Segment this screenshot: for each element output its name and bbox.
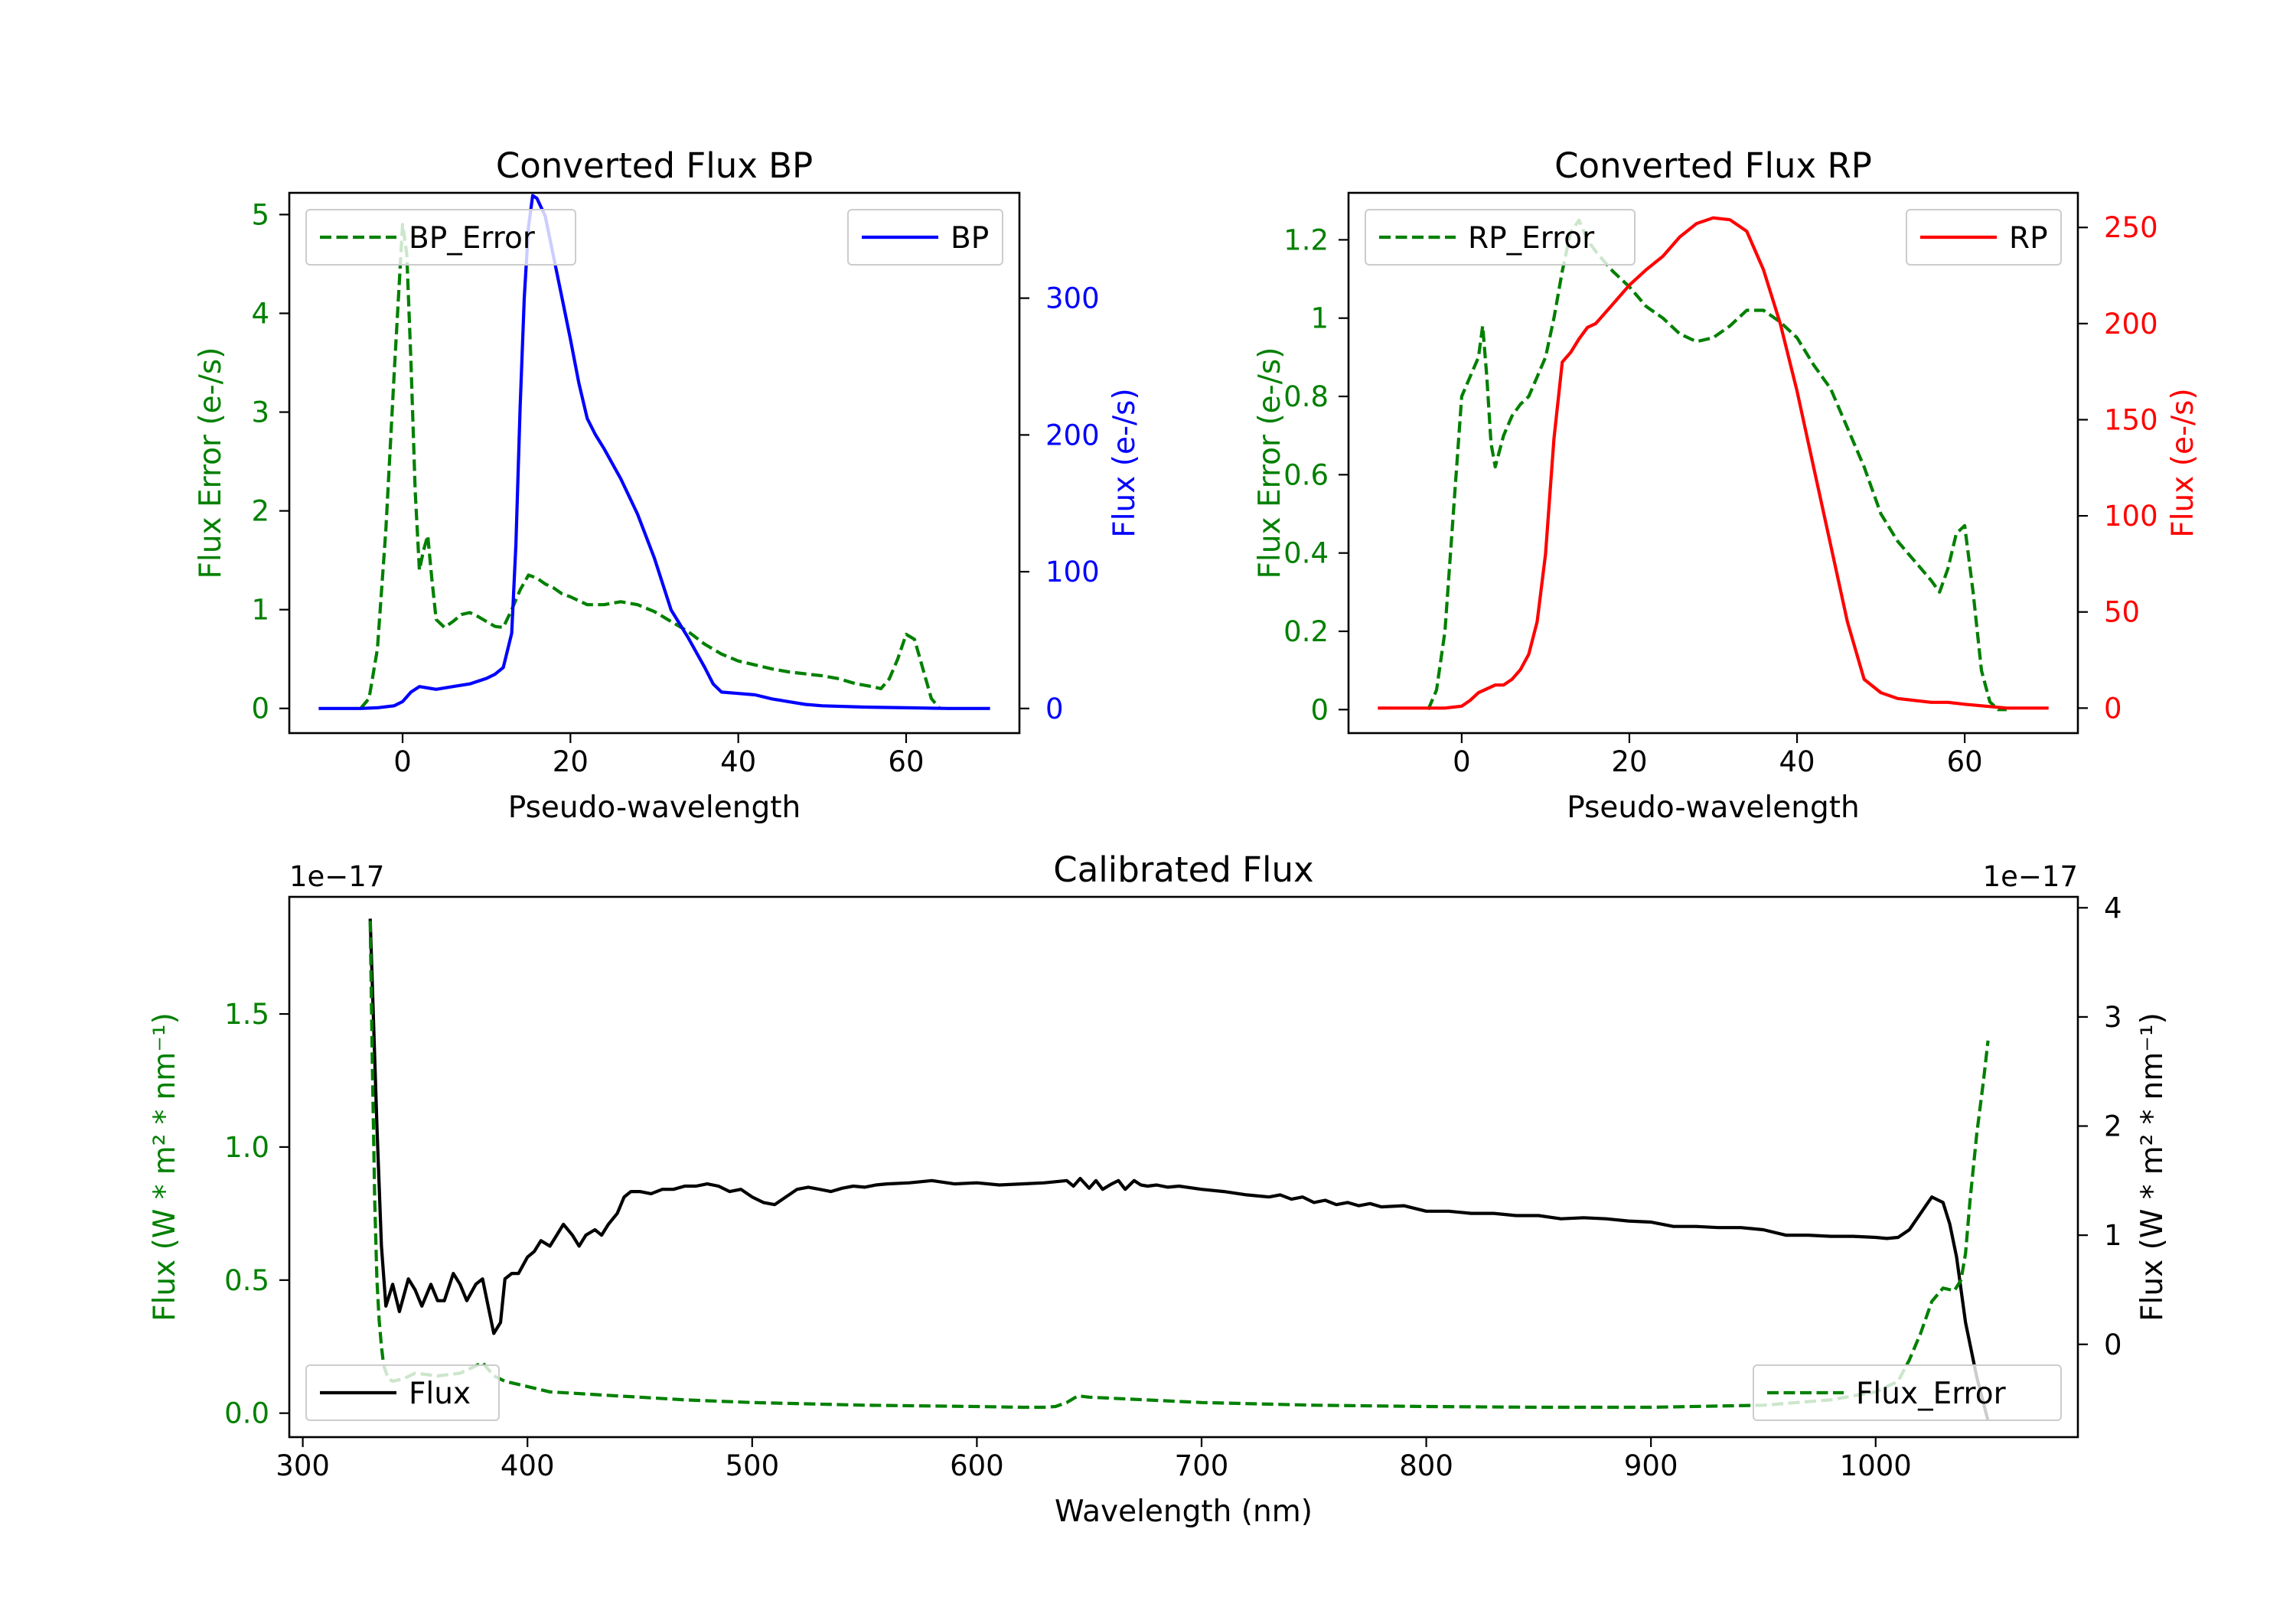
x-tick-label: 800 xyxy=(1399,1449,1453,1482)
y1-tick-label: 0.4 xyxy=(1283,537,1329,570)
legend-label: RP xyxy=(2009,221,2048,256)
y2-tick-label: 0 xyxy=(1045,693,1064,725)
x-tick-label: 60 xyxy=(888,745,924,778)
x-tick-label: 20 xyxy=(553,745,589,778)
legend-label: Flux_Error xyxy=(1856,1377,2007,1411)
y2-tick-label: 100 xyxy=(1045,556,1100,588)
y1-tick-label: 0.6 xyxy=(1283,458,1329,491)
y1-tick-label: 5 xyxy=(251,198,269,231)
y1-tick-label: 0 xyxy=(1310,693,1329,726)
chart-title: Converted Flux BP xyxy=(496,145,813,186)
chart-panel-3: Calibrated Flux 300 400 500 600 700 800 900 1000… xyxy=(148,849,2170,1529)
x-tick-label: 500 xyxy=(725,1449,779,1482)
x-tick-label: 40 xyxy=(720,745,756,778)
y1-tick-label: 1 xyxy=(251,594,269,627)
chart-title: Converted Flux RP xyxy=(1554,145,1872,186)
series-line-rp-error xyxy=(1427,218,2007,712)
y2-tick-label: 150 xyxy=(2104,403,2158,436)
y1-tick-label: 1.2 xyxy=(1283,223,1329,256)
x-tick-label: 40 xyxy=(1779,745,1815,778)
series-line-rp xyxy=(1378,216,2049,710)
legend-flux-error: Flux_Error xyxy=(1753,1364,2062,1421)
y1-tick-label: 0.8 xyxy=(1283,380,1329,413)
legend-rp-error: RP_Error xyxy=(1365,209,1636,266)
chart-title: Calibrated Flux xyxy=(1053,849,1313,890)
plot-frame xyxy=(288,191,1021,735)
x-tick-label: 300 xyxy=(276,1449,330,1482)
y1-axis-label: Flux Error (e-/s) xyxy=(1253,347,1287,579)
x-tick-label: 20 xyxy=(1611,745,1647,778)
y1-tick-label: 2 xyxy=(251,495,269,528)
x-axis-label: Pseudo-wavelength xyxy=(1567,790,1859,825)
chart-panel-2: Converted Flux RP 0 20 40 60 Pseudo-wavelengt… xyxy=(1253,145,2200,825)
y1-tick-label: 1.5 xyxy=(224,998,269,1031)
legend-label: BP xyxy=(951,221,989,256)
x-tick-label: 600 xyxy=(950,1449,1004,1482)
y1-tick-label: 0.2 xyxy=(1283,615,1329,648)
series-line-flux-error xyxy=(368,921,1990,1410)
x-tick-label: 60 xyxy=(1947,745,1983,778)
y1-tick-label: 0.5 xyxy=(224,1264,269,1297)
legend-label: RP_Error xyxy=(1468,221,1595,256)
legend-box xyxy=(305,209,576,266)
y1-tick-label: 1 xyxy=(1310,302,1329,335)
plot-frame xyxy=(288,895,2079,1439)
y2-tick-label: 0 xyxy=(2104,692,2122,725)
y2-tick-label: 300 xyxy=(1045,282,1100,315)
plot-frame xyxy=(1347,191,2079,735)
y2-tick-label: 0 xyxy=(2104,1328,2122,1361)
y2-tick-label: 50 xyxy=(2104,596,2140,629)
x-tick-label: 900 xyxy=(1624,1449,1678,1482)
y2-tick-label: 1 xyxy=(2104,1219,2122,1252)
x-axis-label: Pseudo-wavelength xyxy=(508,790,801,825)
y1-tick-label: 1.0 xyxy=(224,1131,269,1164)
legend-box xyxy=(305,1364,500,1421)
legend-bp: BP xyxy=(847,209,1003,266)
y1-tick-label: 0 xyxy=(251,693,269,725)
y2-tick-label: 4 xyxy=(2104,892,2122,924)
y2-tick-label: 2 xyxy=(2104,1110,2122,1143)
legend-box xyxy=(1365,209,1636,266)
y1-tick-label: 0.0 xyxy=(224,1397,269,1430)
y2-tick-label: 100 xyxy=(2104,500,2158,533)
y1-tick-label: 3 xyxy=(251,396,269,429)
legend-box xyxy=(1753,1364,2062,1421)
series-line-bp-error xyxy=(359,223,941,710)
y2-tick-label: 3 xyxy=(2104,1001,2122,1034)
y2-axis-label: Flux (W * m² * nm⁻¹) xyxy=(2135,1012,2170,1322)
legend-flux: Flux xyxy=(305,1364,500,1421)
y1-axis-label: Flux (W * m² * nm⁻¹) xyxy=(148,1012,182,1322)
y1-offset-text: 1e−17 xyxy=(289,860,384,893)
y2-offset-text: 1e−17 xyxy=(1983,860,2078,893)
legend-label: Flux xyxy=(409,1377,471,1411)
legend-rp: RP xyxy=(1906,209,2062,266)
legend-bp-error: BP_Error xyxy=(305,209,576,266)
y2-axis-label: Flux (e-/s) xyxy=(2166,388,2200,537)
series-line-flux xyxy=(368,918,1990,1422)
y1-axis-label: Flux Error (e-/s) xyxy=(194,347,228,579)
y2-axis-label: Flux (e-/s) xyxy=(1107,388,1142,537)
chart-panel-1: Converted Flux BP0 20 40 60Pseudo-wavelengt… xyxy=(194,145,1142,825)
y2-tick-label: 200 xyxy=(2104,308,2158,341)
x-tick-label: 0 xyxy=(1453,745,1471,778)
series-line-bp xyxy=(318,194,990,710)
x-axis-label: Wavelength (nm) xyxy=(1055,1495,1313,1529)
y2-tick-label: 250 xyxy=(2104,211,2158,244)
y2-tick-label: 200 xyxy=(1045,419,1100,451)
y1-tick-label: 4 xyxy=(251,297,269,330)
legend-label: BP_Error xyxy=(409,221,536,256)
x-tick-label: 0 xyxy=(393,745,412,778)
x-tick-label: 700 xyxy=(1175,1449,1229,1482)
x-tick-label: 1000 xyxy=(1840,1449,1912,1482)
x-tick-label: 400 xyxy=(501,1449,555,1482)
